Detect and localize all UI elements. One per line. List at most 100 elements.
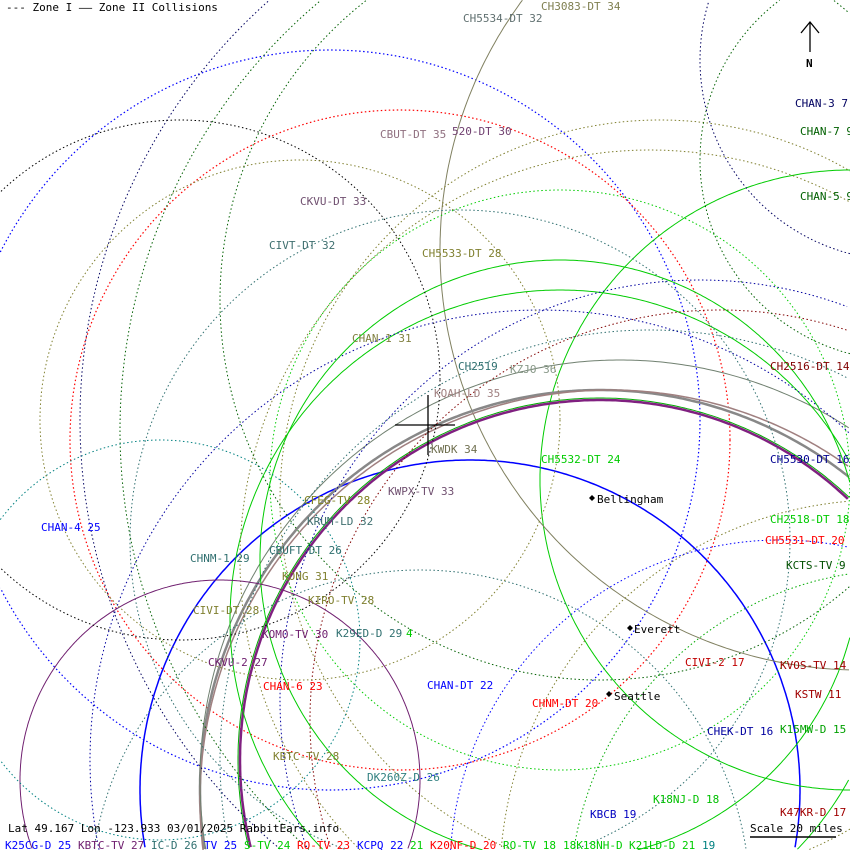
station-label-kong: KONG 31 (282, 570, 328, 583)
coverage-contour (237, 397, 850, 848)
station-label-cbut: CBUT-DT 35 (380, 128, 446, 141)
station-label-ch5534: CH5534-DT 32 (463, 12, 542, 25)
station-label-tv25: TV 25 (204, 839, 237, 850)
station-label-chan4: CHAN-4 25 (41, 521, 101, 534)
station-label-chek: CHEK-DT 16 (707, 725, 773, 738)
station-label-kcts: KCTS-TV 9 (786, 559, 846, 572)
city-seattle: Seattle (606, 690, 660, 703)
station-label-ch5532: CH5532-DT 24 (541, 453, 621, 466)
coverage-contour (119, 0, 321, 850)
coverage-contour (500, 500, 847, 847)
station-label-k21ld: K21LD-D 21 (629, 839, 695, 850)
station-label-cfeg: CFEG-TV 28 (304, 494, 370, 507)
station-label-chnmdt: CHNM-DT 20 (532, 697, 598, 710)
legend-zone1: --- Zone I (6, 1, 73, 14)
station-label-chan6: CHAN-6 23 (263, 680, 323, 693)
coverage-contour (637, 637, 850, 850)
station-label-kbcb: KBCB 19 (590, 808, 636, 821)
coverage-contour (0, 119, 441, 380)
station-label-kcpq: KCPQ 22 (357, 839, 403, 850)
legend: --- Zone I —— Zone II Collisions (6, 1, 218, 14)
station-label-kzjo: KZJO 36 (510, 363, 556, 376)
coverage-contour (229, 289, 850, 850)
station-label-k25cg: K25CG-D 25 (5, 839, 71, 850)
coverage-contour (699, 0, 850, 355)
coverage-contour (139, 459, 801, 848)
station-label-civt: CIVT-DT 32 (269, 239, 335, 252)
station-label-icd26: IC-D 26 (151, 839, 197, 850)
coverage-contour (439, 0, 850, 671)
station-label-rotv23: RO-TV 23 (297, 839, 350, 850)
station-label-kwpx: KWPX-TV 33 (388, 485, 454, 498)
city-bellingham: Bellingham (589, 493, 664, 506)
station-label-partial24: 4 (406, 627, 413, 640)
station-label-ckvu2: CKVU-2 27 (208, 656, 268, 669)
station-label-ckvu: CKVU-DT 33 (300, 195, 366, 208)
coverage-contour (573, 573, 849, 849)
coverage-contour (450, 539, 849, 850)
station-label-chnm1: CHNM-1 29 (190, 552, 250, 565)
station-label-k18nh: 18K18NH-D (563, 839, 623, 850)
station-label-kiro: KIRO-TV 28 (308, 594, 374, 607)
station-label-chan1: CHAN-1 31 (352, 332, 412, 345)
city-label: Everett (634, 623, 680, 636)
coverage-contour (539, 169, 850, 791)
station-label-kbtc27: KBTC-TV 27 (78, 839, 144, 850)
station-label-ch2519: CH2519 (458, 360, 498, 373)
station-label-kstw: KSTW 11 (795, 688, 841, 701)
coverage-contour (0, 380, 441, 641)
station-label-rotv18: RO-TV 18 (503, 839, 556, 850)
city-marker-icon (606, 691, 612, 697)
coverage-contour (575, 540, 791, 850)
coverage-contour (39, 159, 561, 681)
north-label: N (806, 57, 813, 70)
station-label-civi: CIVI-DT 28 (193, 604, 259, 617)
city-marker-icon (589, 495, 595, 501)
station-label-kqah: KQAH-LD 35 (434, 387, 500, 400)
coverage-contour (794, 790, 801, 848)
coverage-contour (69, 109, 731, 771)
coverage-contour (833, 0, 850, 14)
coverage-contour (0, 640, 361, 841)
station-label-k18nj: K18NJ-D 18 (653, 793, 719, 806)
coverage-contour (279, 119, 850, 850)
legend-zone2: —— Zone II Collisions (78, 1, 218, 14)
station-label-ch5530: CH5530-DT 16 (770, 453, 849, 466)
footer-coords: Lat 49.167 Lon -123.933 03/01/2025 Rabbi… (8, 822, 340, 835)
coverage-contour (279, 279, 848, 848)
city-label: Bellingham (597, 493, 664, 506)
station-label-k47kr: K47KR-D 17 (780, 806, 846, 819)
station-label-k15mw: K15MW-D 15 (780, 723, 846, 736)
station-label-ch5531: CH5531-DT 20 (765, 534, 844, 547)
coverage-contour (89, 309, 850, 850)
coverage-contour (238, 398, 849, 848)
coverage-contour (199, 389, 849, 850)
station-label-chan5: CHAN-5 9 (800, 190, 850, 203)
station-label-c19: 19 (702, 839, 715, 850)
station-label-k29ed: K29ED-D 29 (336, 627, 402, 640)
coverage-contour (198, 388, 850, 850)
north-arrow-icon (800, 20, 820, 52)
crosshair-icon (395, 395, 455, 455)
station-label-kwdk: KWDK 34 (431, 443, 478, 456)
station-label-chan7: CHAN-7 9 (800, 125, 850, 138)
coverage-contour (0, 420, 701, 791)
station-label-c21: 21 (410, 839, 423, 850)
station-label-stv24: S-TV 24 (244, 839, 291, 850)
coverage-contour (797, 779, 850, 850)
coverage-contour (199, 359, 849, 850)
coverage-contour (259, 259, 850, 850)
station-label-kbtc28: KBTC-TV 28 (273, 750, 339, 763)
coverage-contour (0, 49, 701, 420)
station-label-c520: 520-DT 30 (452, 125, 512, 138)
station-label-k20nf: K20NF-D 20 (430, 839, 496, 850)
station-label-chandt: CHAN-DT 22 (427, 679, 493, 692)
station-label-kvos: KVOS-TV 14 (780, 659, 847, 672)
city-everett: Everett (627, 623, 680, 636)
station-label-komo: KOMO-TV 30 (262, 628, 328, 641)
city-marker-icon (627, 625, 633, 631)
station-label-ch2518: CH2518-DT 18 (770, 513, 849, 526)
